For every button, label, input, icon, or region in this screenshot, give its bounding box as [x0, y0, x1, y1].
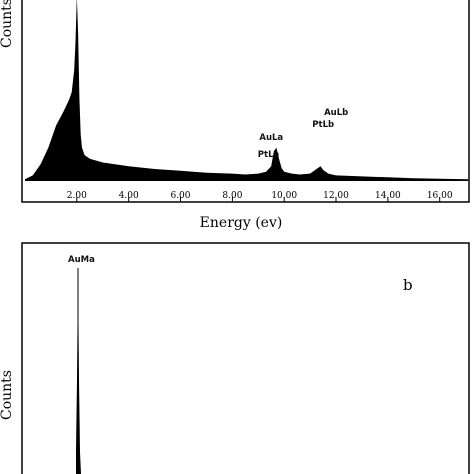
- panel-a-x-tick-label: 12.00: [323, 191, 349, 201]
- panel-a-frame: [21, 0, 470, 203]
- panel-b: b Counts AuMa: [0, 242, 470, 474]
- panel-a-spectrum-group: [25, 0, 469, 181]
- panel-b-letter: b: [403, 276, 413, 294]
- panel-a-peak-label-ptla: PtLa: [258, 150, 280, 160]
- panel-b-y-axis-title: Counts: [0, 370, 15, 420]
- panel-a-peak-label-aula: AuLa: [259, 133, 283, 143]
- panel-a-x-axis: 2.00 4.00 6.00 8.00 10.00 12.00 14.00 16.00: [67, 191, 453, 202]
- panel-a-peak-labels: PtLa AuLa PtLb AuLb: [258, 108, 348, 160]
- panel-a-y-axis-title: Counts: [0, 0, 15, 48]
- panel-b-peak-label-auma: AuMa: [68, 255, 95, 265]
- panel-a-x-tick-label: 2.00: [67, 191, 87, 201]
- panel-a-peak-label-ptlb: PtLb: [312, 120, 334, 130]
- panel-b-frame: [21, 242, 470, 474]
- panel-a-x-tick-label: 10.00: [271, 191, 297, 201]
- panel-a-x-tick-label: 6.00: [170, 191, 190, 201]
- panel-a-spectrum-area: [25, 0, 469, 181]
- panel-a-x-tick-label: 16.00: [427, 191, 453, 201]
- panel-a-peak-label-aulb: AuLb: [324, 108, 348, 118]
- panel-a-x-tick-label: 4.00: [119, 191, 139, 201]
- panel-a: Counts PtLa AuLa PtLb AuLb 2.00 4.00 6.00 8.00…: [0, 0, 470, 231]
- panel-a-x-tick-label: 8.00: [222, 191, 242, 201]
- panel-a-x-tick-label: 14.00: [375, 191, 401, 201]
- panel-a-x-axis-title: Energy (ev): [200, 215, 283, 231]
